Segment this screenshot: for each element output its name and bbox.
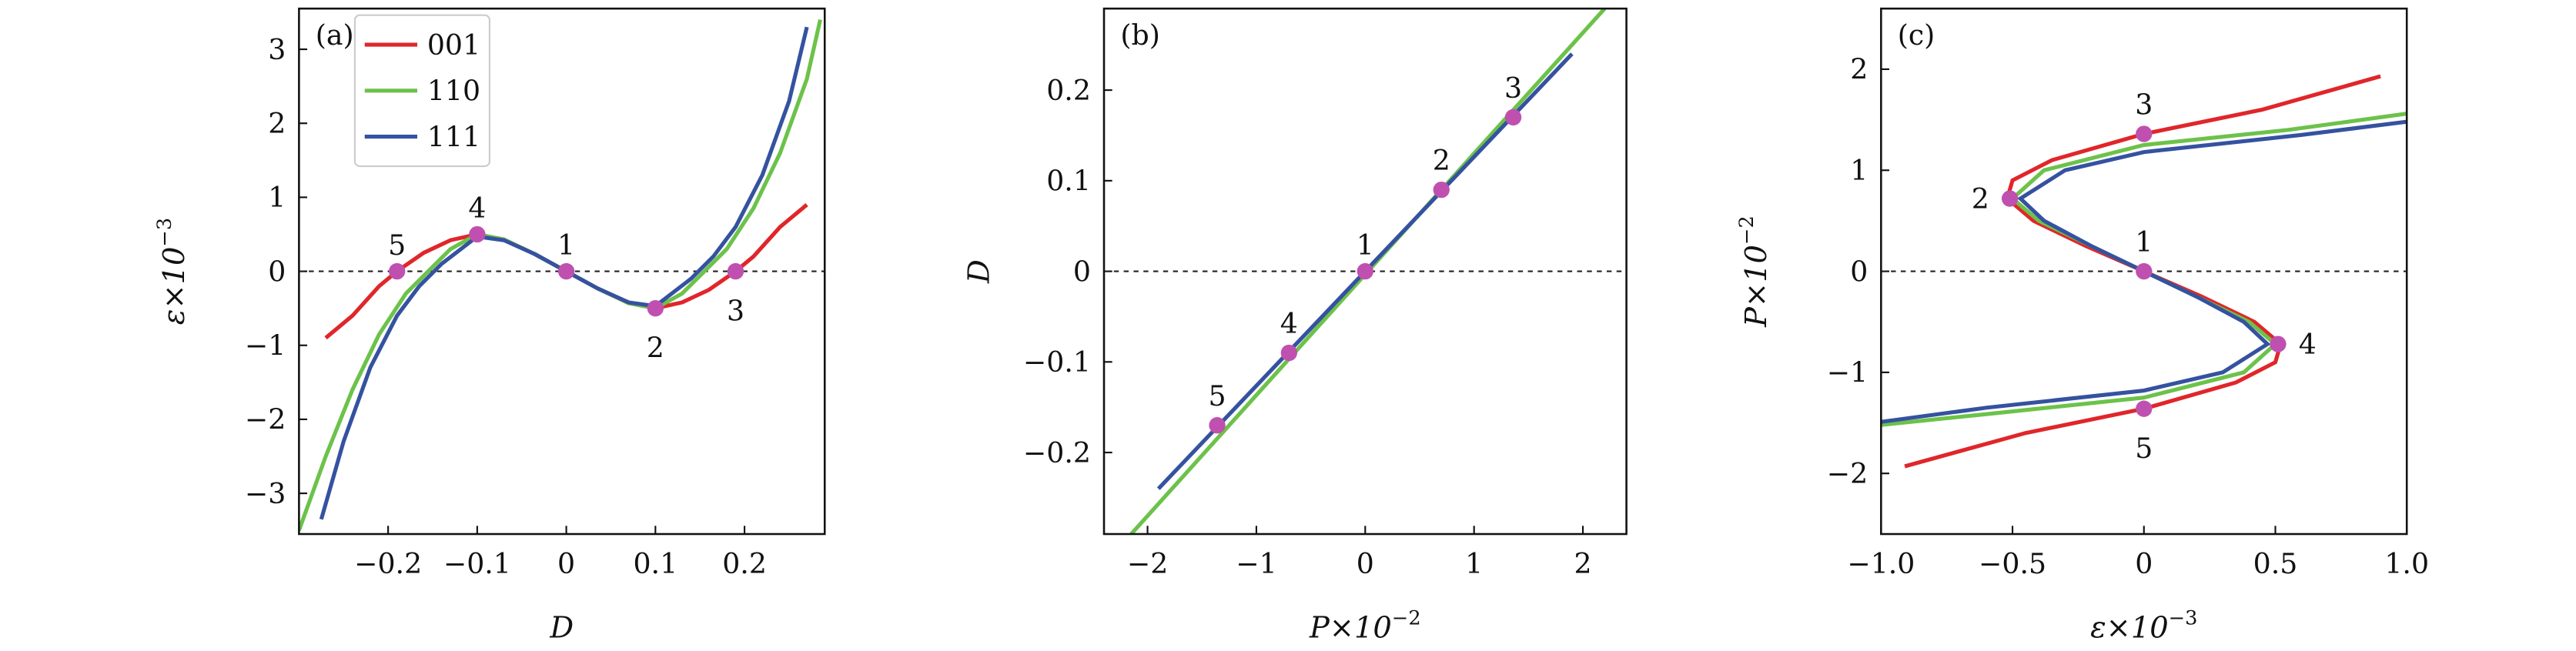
point-label: 2	[1433, 144, 1450, 177]
x-tick-label: 0	[557, 547, 575, 580]
axis-label-text: P×10	[1309, 610, 1392, 645]
y-tick-label: 0	[1073, 255, 1091, 288]
y-tick-label: 0	[1850, 255, 1868, 288]
marker	[647, 299, 664, 317]
point-label: 1	[1357, 229, 1374, 262]
x-tick-label: −0.2	[354, 547, 422, 580]
axes-frame	[1102, 7, 1628, 536]
panel: −2 −1 0 1 2 −0.2 −0.1 0 0.1 0.2 1 2 3 4 5 (b)	[1023, 7, 1628, 580]
y-axis-label: P×10−2	[1735, 215, 1774, 328]
y-tick-label: 0	[268, 255, 286, 288]
marker	[1209, 417, 1226, 434]
point-label: 5	[2135, 432, 2153, 465]
point-label: 4	[2299, 328, 2317, 361]
legend-label: 110	[427, 75, 480, 108]
point-label: 3	[1504, 72, 1522, 105]
axis-label-text: D	[962, 259, 997, 284]
y-tick-label: 0.1	[1046, 165, 1091, 198]
panel: −0.2 −0.1 0 0.1 0.2 −3 −2 −1 0 1 2 3 1 2 3 4 5 (a) 001 110 1…	[245, 7, 826, 580]
marker	[389, 262, 406, 280]
x-tick-label: 1.0	[2384, 547, 2429, 580]
x-tick-label: 1	[1465, 547, 1483, 580]
point-label: 4	[1280, 307, 1298, 340]
point-label: 1	[557, 229, 575, 262]
y-tick-label: 2	[1850, 53, 1868, 86]
axis-label-text: P×10	[1739, 245, 1774, 328]
point-label: 1	[2135, 225, 2153, 259]
x-tick-label: 0	[1357, 547, 1374, 580]
x-axis-label: P×10−2	[1309, 606, 1421, 645]
legend-label: 001	[427, 28, 480, 62]
x-tick-label: −1	[1236, 547, 1276, 580]
point-label: 4	[468, 192, 486, 225]
marker	[557, 262, 575, 280]
x-tick-label: −0.5	[1979, 547, 2046, 580]
axis-label-text: ε×10	[2090, 610, 2169, 645]
axis-label-exponent: −2	[1392, 606, 1421, 629]
panel: −1.0 −0.5 0 0.5 1.0 −2 −1 0 1 2 1 2 3 4 5 (c)	[1827, 7, 2429, 580]
y-tick-label: −0.2	[1023, 436, 1091, 469]
marker	[2136, 262, 2153, 280]
y-tick-label: −3	[245, 477, 286, 510]
marker	[1504, 108, 1522, 126]
marker	[2270, 336, 2287, 352]
x-tick-label: −1.0	[1847, 547, 1915, 580]
axis-label-text: ε×10	[157, 247, 192, 326]
point-label: 2	[1972, 182, 1989, 215]
point-label: 2	[647, 332, 664, 365]
marker	[2136, 125, 2153, 142]
x-tick-label: 0.5	[2253, 547, 2298, 580]
x-tick-label: −0.1	[443, 547, 511, 580]
x-tick-label: 2	[1574, 547, 1592, 580]
point-label: 5	[388, 229, 406, 262]
y-tick-label: 0.2	[1046, 74, 1091, 107]
marker	[2001, 190, 2019, 207]
y-tick-label: 2	[268, 107, 286, 140]
y-axis-label: D	[962, 259, 997, 284]
point-label: 3	[2135, 88, 2153, 121]
point-label: 3	[727, 295, 744, 328]
legend-box	[353, 14, 490, 168]
marker	[2136, 400, 2153, 417]
y-axis-label: ε×10−3	[153, 218, 192, 325]
axis-label-exponent: −3	[2169, 606, 2198, 629]
axis-label-text: D	[549, 610, 574, 645]
axis-label-exponent: −3	[153, 218, 176, 247]
y-tick-label: −1	[245, 329, 286, 362]
panel-label: (b)	[1120, 18, 1160, 52]
y-tick-label: 1	[1850, 154, 1868, 187]
y-tick-label: −2	[245, 403, 286, 436]
x-axis-label: D	[549, 610, 574, 645]
marker	[1433, 181, 1450, 199]
axes-frame	[1880, 7, 2408, 536]
y-tick-label: 1	[268, 181, 286, 214]
marker	[1280, 344, 1298, 362]
panel-label: (a)	[316, 18, 354, 52]
axes-frame	[298, 7, 826, 536]
legend-label: 111	[427, 120, 480, 153]
marker	[1357, 262, 1373, 280]
panel-label: (c)	[1898, 18, 1935, 52]
point-label: 5	[1208, 379, 1226, 412]
x-tick-label: 0.2	[722, 547, 767, 580]
x-tick-label: 0	[2135, 547, 2153, 580]
x-tick-label: 0.1	[633, 547, 677, 580]
marker	[727, 262, 744, 280]
y-tick-label: 3	[268, 33, 286, 66]
x-axis-label: ε×10−3	[2090, 606, 2197, 645]
y-tick-label: −1	[1827, 356, 1868, 389]
y-tick-label: −0.1	[1023, 346, 1091, 379]
marker	[469, 225, 486, 243]
x-tick-label: −2	[1127, 547, 1168, 580]
axis-label-exponent: −2	[1735, 215, 1758, 245]
y-tick-label: −2	[1827, 457, 1868, 490]
